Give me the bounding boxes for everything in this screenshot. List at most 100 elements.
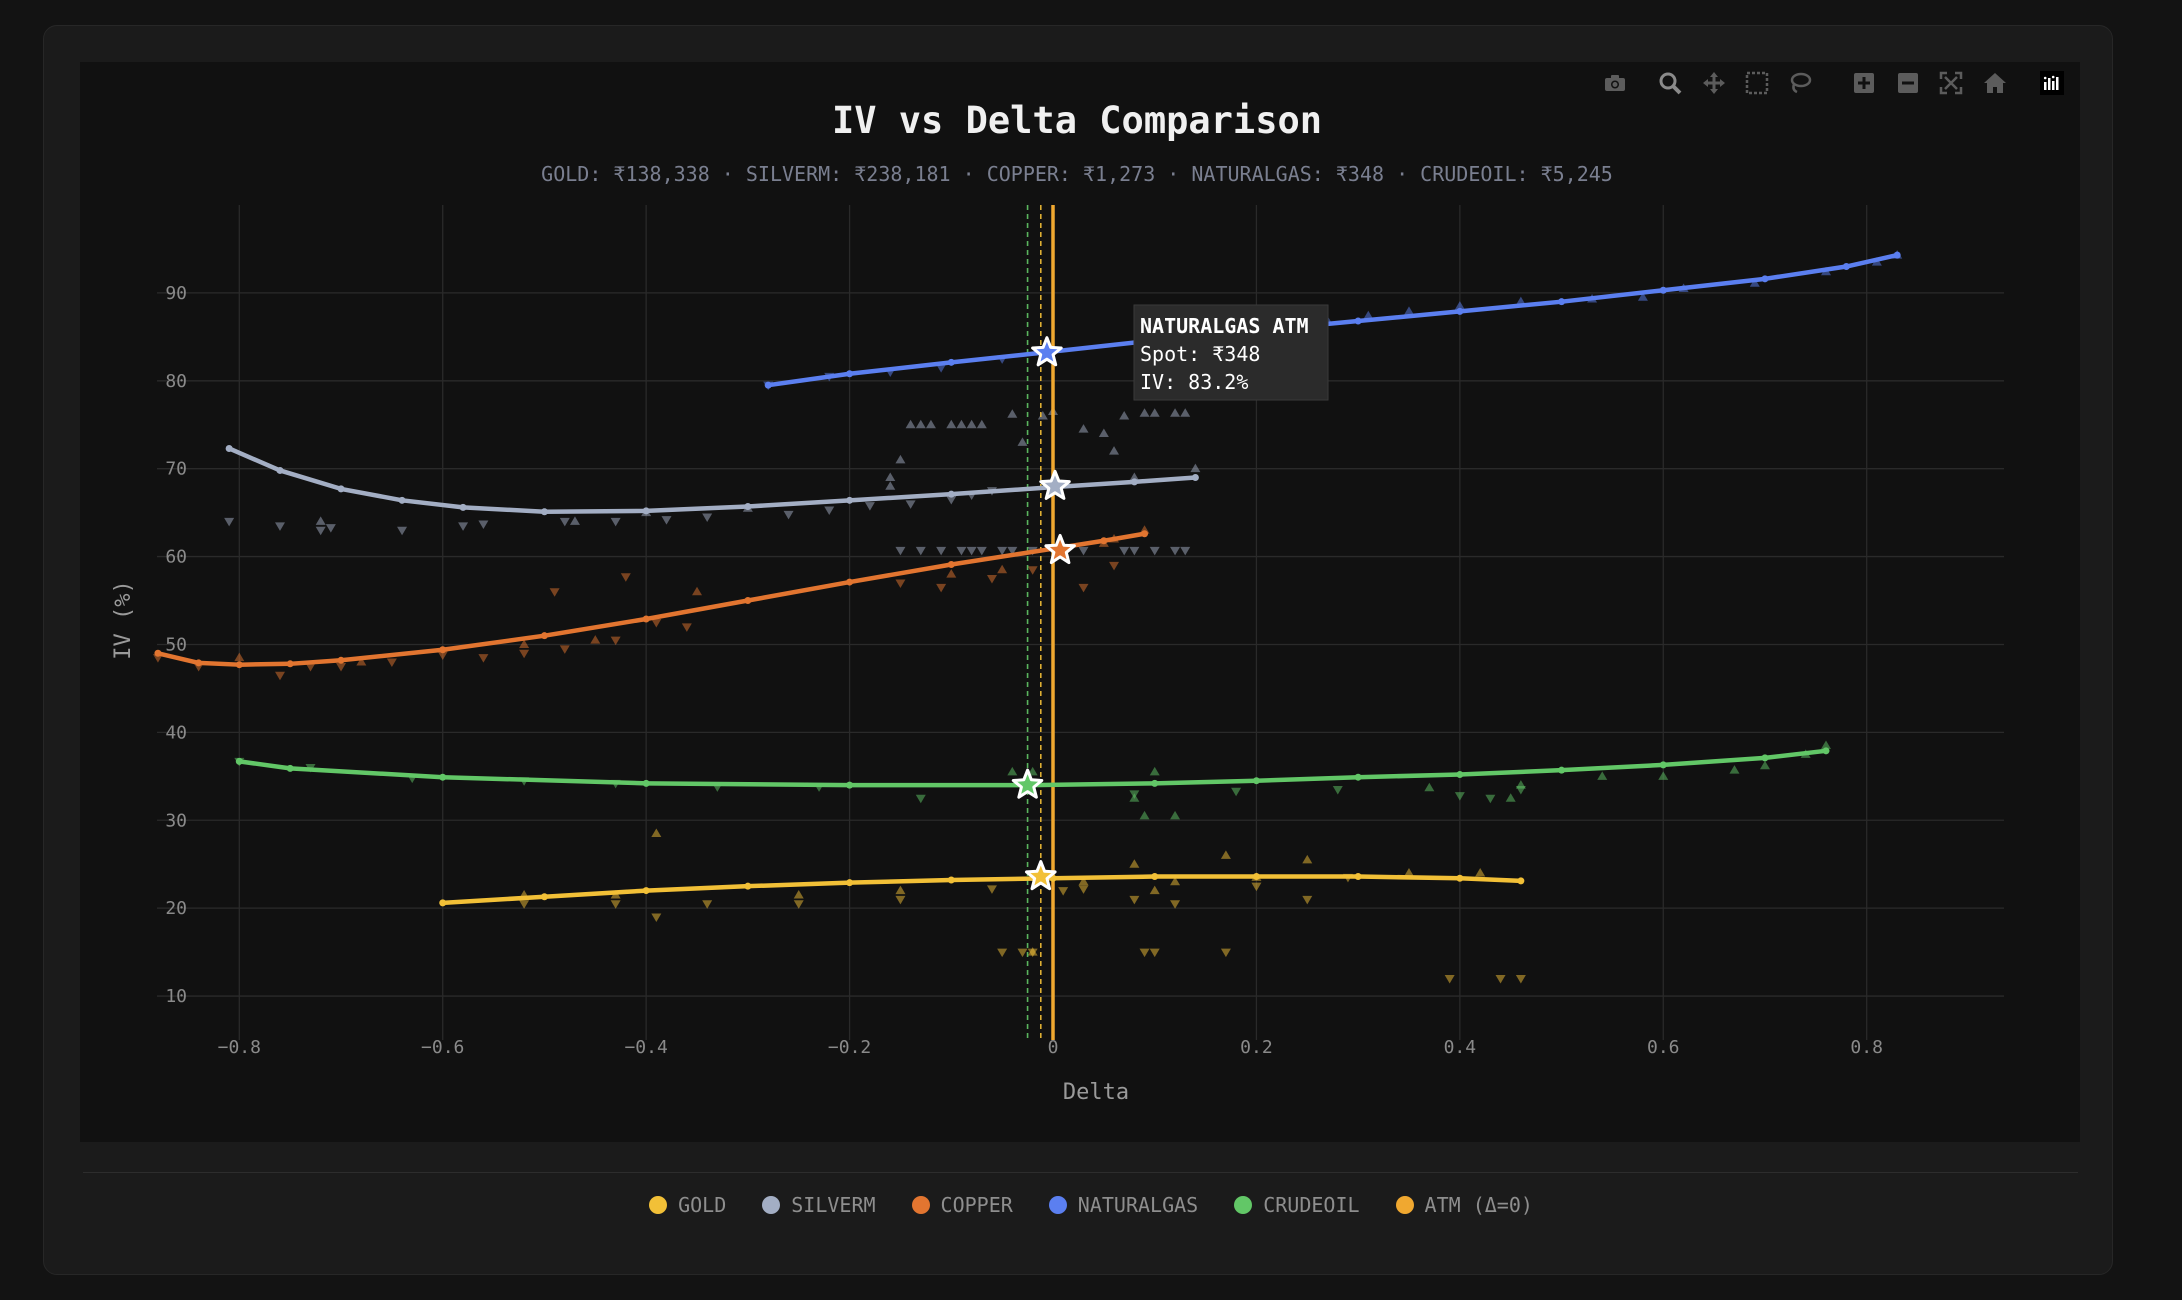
gold-point[interactable]: [540, 893, 548, 901]
crudeoil-call-marker[interactable]: [1505, 793, 1516, 802]
gold-point[interactable]: [1354, 873, 1362, 881]
silverm-put-marker[interactable]: [997, 546, 1008, 556]
copper-put-marker[interactable]: [274, 671, 285, 681]
zoom-in-icon[interactable]: [1849, 68, 1879, 98]
naturalgas-line[interactable]: [765, 252, 1900, 388]
crudeoil-point[interactable]: [846, 781, 854, 789]
gold-put-marker[interactable]: [610, 900, 621, 909]
silverm-put-marker[interactable]: [956, 546, 967, 556]
legend-item-atm-0[interactable]: ATM (Δ=0): [1395, 1193, 1533, 1217]
copper-put-marker[interactable]: [1027, 566, 1038, 575]
silverm-put-marker[interactable]: [458, 522, 469, 531]
gold-call-marker[interactable]: [1129, 859, 1140, 868]
zoom-icon[interactable]: [1655, 68, 1685, 98]
crudeoil-point[interactable]: [1354, 773, 1362, 781]
gold-put-marker[interactable]: [1220, 948, 1231, 958]
silverm-point[interactable]: [1191, 473, 1199, 481]
copper-call-marker[interactable]: [997, 564, 1008, 574]
crudeoil-point[interactable]: [1761, 754, 1769, 762]
silverm-call-marker[interactable]: [925, 419, 936, 429]
legend-item-gold[interactable]: GOLD: [649, 1193, 726, 1217]
silverm-put-marker[interactable]: [397, 526, 408, 536]
copper-call-marker[interactable]: [590, 635, 601, 644]
gold-put-marker[interactable]: [895, 895, 906, 905]
crudeoil-call-marker[interactable]: [1515, 780, 1526, 789]
silverm-call-marker[interactable]: [1190, 463, 1201, 473]
naturalgas-point[interactable]: [1456, 307, 1464, 315]
gold-call-marker[interactable]: [1078, 876, 1089, 886]
naturalgas-point[interactable]: [1354, 317, 1362, 325]
copper-put-marker[interactable]: [1109, 561, 1120, 571]
silverm-call-marker[interactable]: [895, 454, 906, 464]
copper-call-marker[interactable]: [692, 586, 703, 596]
silverm-call-marker[interactable]: [569, 516, 580, 525]
copper-point[interactable]: [154, 649, 162, 657]
gold-point[interactable]: [744, 882, 752, 890]
crudeoil-call-marker[interactable]: [1149, 766, 1160, 776]
crudeoil-call-marker[interactable]: [1597, 771, 1608, 780]
legend-item-copper[interactable]: COPPER: [911, 1193, 1013, 1217]
naturalgas-call-marker[interactable]: [1363, 310, 1374, 320]
gold-put-marker[interactable]: [1058, 887, 1069, 896]
silverm-call-marker[interactable]: [1078, 424, 1089, 433]
silverm-put-marker[interactable]: [936, 546, 947, 556]
gold-put-marker[interactable]: [1078, 885, 1089, 894]
silverm-point[interactable]: [1130, 478, 1138, 486]
crudeoil-point[interactable]: [1558, 766, 1566, 774]
silverm-point[interactable]: [947, 490, 955, 498]
copper-put-marker[interactable]: [895, 579, 906, 588]
copper-put-marker[interactable]: [1078, 583, 1089, 593]
naturalgas-call-marker[interactable]: [1749, 278, 1760, 287]
crudeoil-call-marker[interactable]: [1821, 740, 1832, 750]
copper-put-marker[interactable]: [386, 658, 397, 668]
gold-point[interactable]: [439, 899, 447, 907]
silverm-put-marker[interactable]: [610, 517, 621, 527]
silverm-point[interactable]: [642, 507, 650, 515]
silverm-put-marker[interactable]: [1149, 546, 1160, 556]
naturalgas-call-marker[interactable]: [1403, 306, 1414, 315]
copper-put-marker[interactable]: [549, 588, 560, 597]
silverm-call-marker[interactable]: [976, 419, 987, 429]
silverm-call-marker[interactable]: [956, 419, 967, 429]
copper-put-marker[interactable]: [478, 654, 489, 663]
legend-item-silverm[interactable]: SILVERM: [762, 1193, 876, 1217]
copper-put-marker[interactable]: [620, 573, 631, 582]
copper-point[interactable]: [846, 578, 854, 586]
silverm-put-marker[interactable]: [559, 517, 570, 527]
crudeoil-put-marker[interactable]: [915, 794, 926, 804]
gold-call-marker[interactable]: [1475, 868, 1486, 877]
silverm-put-marker[interactable]: [966, 546, 977, 556]
copper-put-marker[interactable]: [336, 662, 347, 672]
crudeoil-atm-star[interactable]: [1011, 768, 1044, 799]
crudeoil-point[interactable]: [286, 764, 294, 772]
crudeoil-point[interactable]: [235, 757, 243, 765]
naturalgas-call-marker[interactable]: [1637, 292, 1648, 301]
crudeoil-call-marker[interactable]: [1658, 771, 1669, 780]
copper-put-marker[interactable]: [936, 583, 947, 593]
gold-call-marker[interactable]: [651, 828, 662, 837]
copper-put-marker[interactable]: [986, 575, 997, 584]
crudeoil-call-marker[interactable]: [1424, 782, 1435, 792]
silverm-call-marker[interactable]: [1037, 410, 1048, 420]
silverm-call-marker[interactable]: [1007, 409, 1018, 418]
crudeoil-point[interactable]: [1252, 777, 1260, 785]
gold-put-marker[interactable]: [1129, 895, 1140, 905]
copper-put-marker[interactable]: [152, 654, 163, 663]
copper-point[interactable]: [195, 659, 203, 667]
gold-put-marker[interactable]: [1017, 948, 1028, 958]
silverm-put-marker[interactable]: [1129, 546, 1140, 556]
lasso-select-icon[interactable]: [1785, 68, 1815, 98]
naturalgas-point[interactable]: [1558, 298, 1566, 306]
gold-point[interactable]: [1151, 873, 1159, 881]
gold-line[interactable]: [440, 874, 1524, 906]
silverm-call-marker[interactable]: [885, 481, 896, 490]
crudeoil-point[interactable]: [1659, 761, 1667, 769]
crudeoil-point[interactable]: [439, 773, 447, 781]
gold-put-marker[interactable]: [1302, 895, 1313, 905]
gold-point[interactable]: [947, 876, 955, 884]
silverm-point[interactable]: [846, 496, 854, 504]
gold-call-marker[interactable]: [1403, 868, 1414, 877]
zoom-out-icon[interactable]: [1893, 68, 1923, 98]
box-select-icon[interactable]: [1742, 68, 1772, 98]
